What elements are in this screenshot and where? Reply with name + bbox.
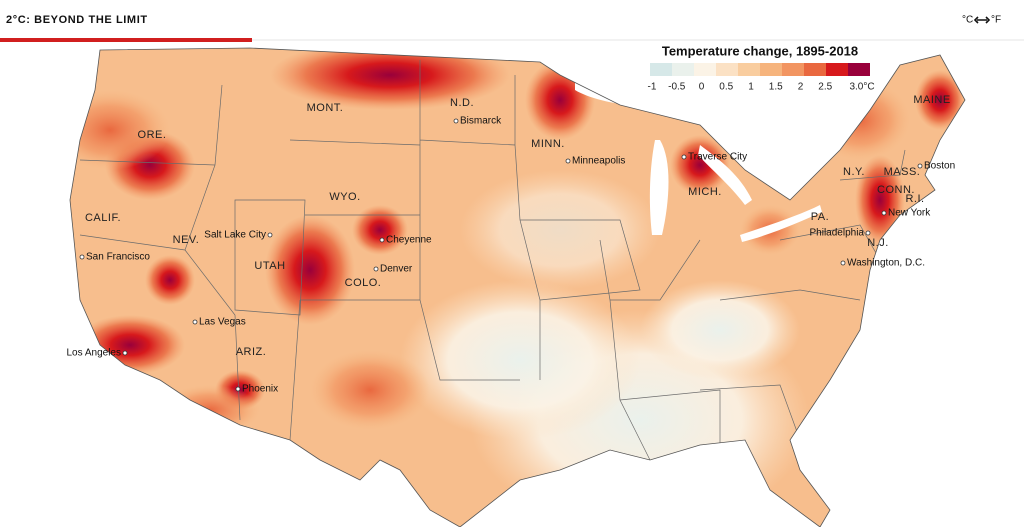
state-label: N.D. — [450, 97, 474, 109]
city-label: Washington, D.C. — [847, 258, 925, 269]
hot-spot — [670, 135, 730, 195]
legend-swatch — [804, 63, 826, 76]
lake — [649, 140, 669, 235]
legend-swatch — [716, 63, 738, 76]
legend-tick-label: 0 — [699, 82, 705, 93]
hot-spot — [915, 70, 965, 130]
state-label: N.J. — [867, 237, 889, 249]
city-marker — [122, 350, 128, 356]
legend-swatch — [826, 63, 848, 76]
unit-celsius[interactable]: °C — [962, 15, 973, 26]
warm-area — [310, 350, 430, 430]
city-label: Las Vegas — [199, 317, 246, 328]
city-marker — [565, 158, 571, 164]
city-label: Minneapolis — [572, 156, 625, 167]
legend-tick-label: 2.5 — [818, 82, 832, 93]
cool-area — [640, 280, 800, 380]
city-marker — [192, 319, 198, 325]
state-label: R.I. — [905, 193, 924, 205]
city-label: New York — [888, 208, 931, 219]
legend-tick-label: 1.5 — [769, 82, 783, 93]
header-bar — [0, 0, 1024, 40]
city-marker — [235, 386, 241, 392]
legend-swatch — [760, 63, 782, 76]
city-marker — [681, 154, 687, 160]
legend-swatch — [650, 63, 672, 76]
state-label: MICH. — [688, 186, 722, 198]
heat-map — [70, 48, 965, 527]
map-labels: ORE. MONT. N.D. MINN. WYO. CALIF. NEV. UTAH COLO… — [67, 94, 956, 395]
city-marker — [917, 163, 923, 169]
city-marker — [881, 210, 887, 216]
city-marker — [267, 232, 273, 238]
cool-area — [460, 170, 660, 290]
legend-swatch — [672, 63, 694, 76]
hot-spot — [525, 60, 595, 140]
legend-swatch — [782, 63, 804, 76]
city-label: Phoenix — [242, 384, 278, 395]
state-label: MONT. — [307, 102, 344, 114]
city-label: Los Angeles — [67, 348, 122, 359]
city-marker — [379, 237, 385, 243]
lake — [740, 205, 822, 242]
city-marker — [79, 254, 85, 260]
lake — [698, 145, 752, 205]
state-label: NEV. — [173, 234, 200, 246]
state-label: COLO. — [345, 277, 382, 289]
city-label: Boston — [924, 161, 955, 172]
city-label: Salt Lake City — [204, 230, 266, 241]
legend-tick-label: 2 — [798, 82, 804, 93]
legend-tick-label: 0.5 — [719, 82, 733, 93]
state-label: ARIZ. — [236, 346, 267, 358]
hot-spot — [352, 205, 408, 255]
state-label: ORE. — [138, 129, 167, 141]
legend: Temperature change, 1895-2018 -1 -0.5 0 0.5… — [648, 43, 875, 92]
state-borders — [79, 60, 906, 461]
legend-swatch — [848, 63, 870, 76]
legend-tick-label: 3.0°C — [849, 82, 874, 93]
city-label: Cheyenne — [386, 235, 432, 246]
city-marker — [865, 230, 871, 236]
unit-fahrenheit[interactable]: °F — [991, 15, 1001, 26]
progress-bar — [0, 38, 252, 42]
state-label: N.Y. — [843, 166, 865, 178]
city-label: Denver — [380, 264, 413, 275]
legend-tick-label: -0.5 — [668, 82, 686, 93]
legend-swatch — [694, 63, 716, 76]
city-label: Bismarck — [460, 116, 502, 127]
city-label: San Francisco — [86, 252, 150, 263]
toggle-arrow — [973, 16, 991, 24]
legend-tick-label: 1 — [748, 82, 754, 93]
state-label: MASS. — [884, 166, 921, 178]
state-label: MINN. — [531, 138, 565, 150]
cool-area — [400, 280, 640, 440]
city-marker — [453, 118, 459, 124]
city-marker — [840, 260, 846, 266]
unit-toggle[interactable]: °C °F — [962, 15, 1001, 26]
state-label: WYO. — [329, 191, 360, 203]
state-label: CONN. — [877, 184, 915, 196]
hot-spot — [145, 255, 195, 305]
legend-tick-label: -1 — [648, 82, 657, 93]
state-label: MAINE — [913, 94, 950, 106]
header-title: 2°C: BEYOND THE LIMIT — [6, 14, 148, 26]
state-label: CALIF. — [85, 212, 121, 224]
city-label: Philadelphia — [810, 228, 865, 239]
legend-swatch — [738, 63, 760, 76]
city-label: Traverse City — [688, 152, 747, 163]
hot-spot — [265, 215, 355, 325]
hot-spot — [75, 315, 185, 375]
legend-title: Temperature change, 1895-2018 — [662, 43, 858, 58]
state-label: UTAH — [254, 260, 285, 272]
city-marker — [373, 266, 379, 272]
state-label: PA. — [811, 211, 829, 223]
